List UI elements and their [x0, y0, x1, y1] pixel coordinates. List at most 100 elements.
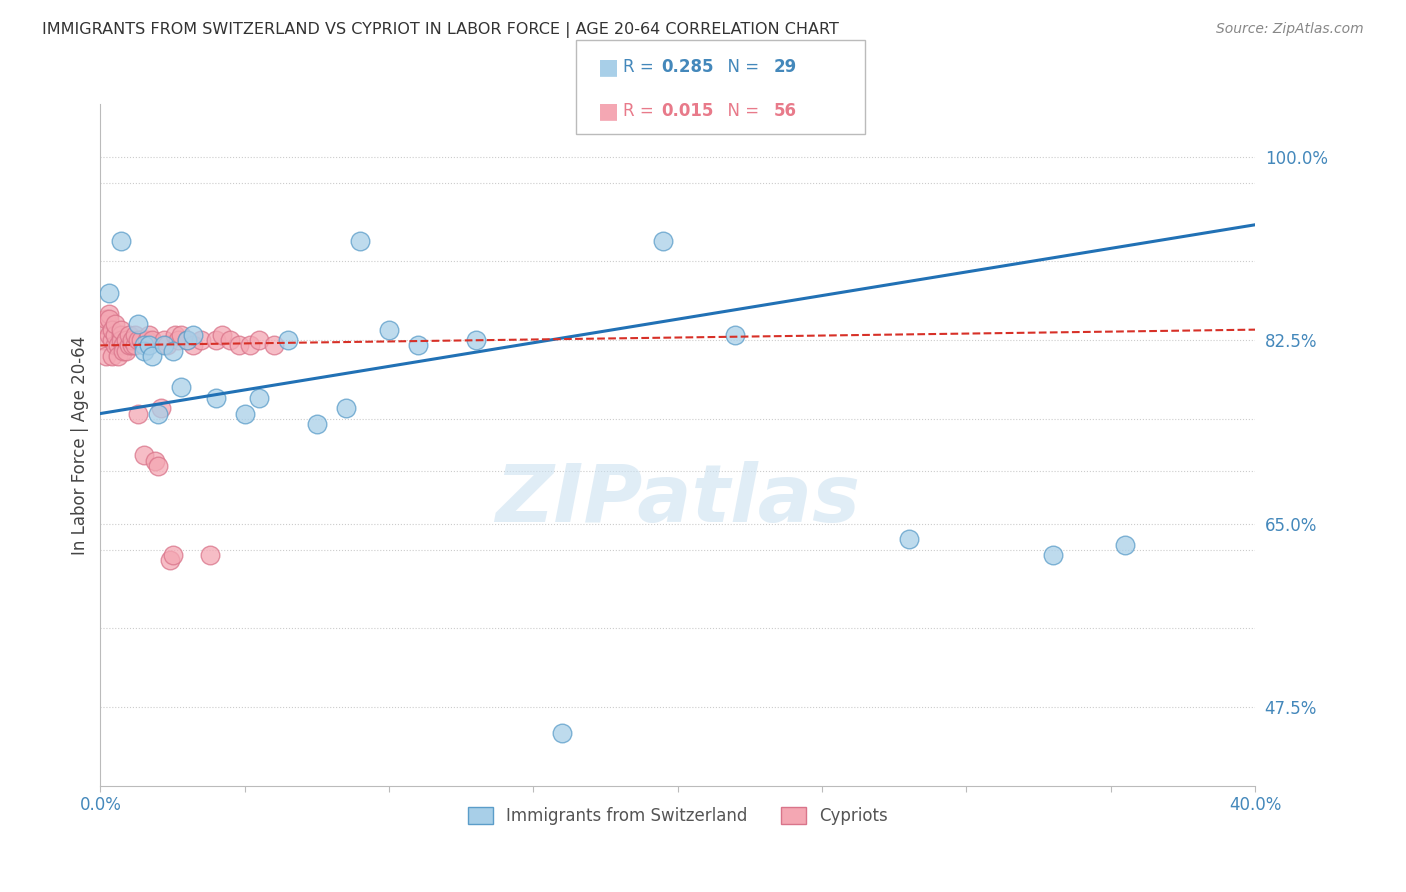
Point [107, 338, 129, 352]
Point [101, 323, 124, 337]
Point [167, 333, 190, 347]
Point [146, 458, 169, 473]
Point [124, 327, 146, 342]
Point [156, 338, 179, 352]
Point [129, 333, 152, 347]
Point [263, 338, 285, 352]
Text: IMMIGRANTS FROM SWITZERLAND VS CYPRIOT IN LABOR FORCE | AGE 20-64 CORRELATION CH: IMMIGRANTS FROM SWITZERLAND VS CYPRIOT I… [42, 22, 839, 38]
Point [153, 338, 176, 352]
Point [170, 380, 193, 394]
Point [219, 333, 242, 347]
Point [204, 333, 226, 347]
Point [228, 338, 250, 352]
Point [1042, 548, 1064, 562]
Point [335, 401, 357, 416]
Point [98, 327, 121, 342]
Point [107, 349, 129, 363]
Text: ZIPatlas: ZIPatlas [495, 460, 860, 539]
Point [181, 338, 204, 352]
Point [94, 349, 117, 363]
Point [91, 333, 114, 347]
Point [146, 407, 169, 421]
Point [112, 343, 135, 358]
Point [198, 548, 221, 562]
Point [211, 327, 233, 342]
Point [115, 343, 138, 358]
Point [204, 391, 226, 405]
Point [112, 338, 135, 352]
Point [239, 338, 262, 352]
Point [94, 312, 117, 326]
Point [104, 327, 127, 342]
Point [551, 726, 574, 740]
Point [98, 285, 121, 300]
Point [135, 333, 157, 347]
Point [143, 454, 166, 468]
Text: N =: N = [717, 58, 765, 76]
Point [233, 407, 256, 421]
Point [138, 327, 160, 342]
Point [378, 323, 401, 337]
Legend: Immigrants from Switzerland, Cypriots: Immigrants from Switzerland, Cypriots [461, 800, 894, 832]
Point [121, 333, 143, 347]
Point [464, 333, 486, 347]
Text: 0.015: 0.015 [661, 103, 713, 120]
Point [104, 338, 127, 352]
Text: Source: ZipAtlas.com: Source: ZipAtlas.com [1216, 22, 1364, 37]
Point [190, 333, 212, 347]
Point [652, 234, 675, 248]
Point [162, 343, 184, 358]
Text: R =: R = [623, 103, 659, 120]
Point [141, 349, 163, 363]
Point [110, 323, 132, 337]
Point [247, 333, 270, 347]
Point [101, 349, 124, 363]
Text: 29: 29 [773, 58, 797, 76]
Point [149, 401, 172, 416]
Point [127, 333, 149, 347]
Point [132, 343, 155, 358]
Point [132, 449, 155, 463]
Text: ■: ■ [598, 102, 619, 121]
Point [141, 333, 163, 347]
Point [176, 333, 198, 347]
Point [153, 333, 176, 347]
Point [98, 312, 121, 326]
Point [127, 407, 149, 421]
Point [159, 553, 181, 567]
Point [110, 234, 132, 248]
Point [277, 333, 299, 347]
Point [1114, 538, 1136, 552]
Point [162, 548, 184, 562]
Point [406, 338, 429, 352]
Point [127, 318, 149, 332]
Text: N =: N = [717, 103, 765, 120]
Point [118, 338, 141, 352]
Point [124, 338, 146, 352]
Point [349, 234, 371, 248]
Point [110, 327, 132, 342]
Point [724, 327, 747, 342]
Point [165, 327, 187, 342]
Point [101, 333, 124, 347]
Point [132, 338, 155, 352]
Point [897, 533, 920, 547]
Point [91, 318, 114, 332]
Text: R =: R = [623, 58, 659, 76]
Point [170, 327, 193, 342]
Point [115, 333, 138, 347]
Point [247, 391, 270, 405]
Y-axis label: In Labor Force | Age 20-64: In Labor Force | Age 20-64 [72, 335, 89, 555]
Text: 0.285: 0.285 [661, 58, 713, 76]
Text: 56: 56 [773, 103, 796, 120]
Point [121, 338, 143, 352]
Point [176, 333, 198, 347]
Point [118, 327, 141, 342]
Point [305, 417, 328, 431]
Text: ■: ■ [598, 57, 619, 77]
Point [181, 327, 204, 342]
Point [110, 333, 132, 347]
Point [98, 307, 121, 321]
Point [104, 318, 127, 332]
Point [138, 338, 160, 352]
